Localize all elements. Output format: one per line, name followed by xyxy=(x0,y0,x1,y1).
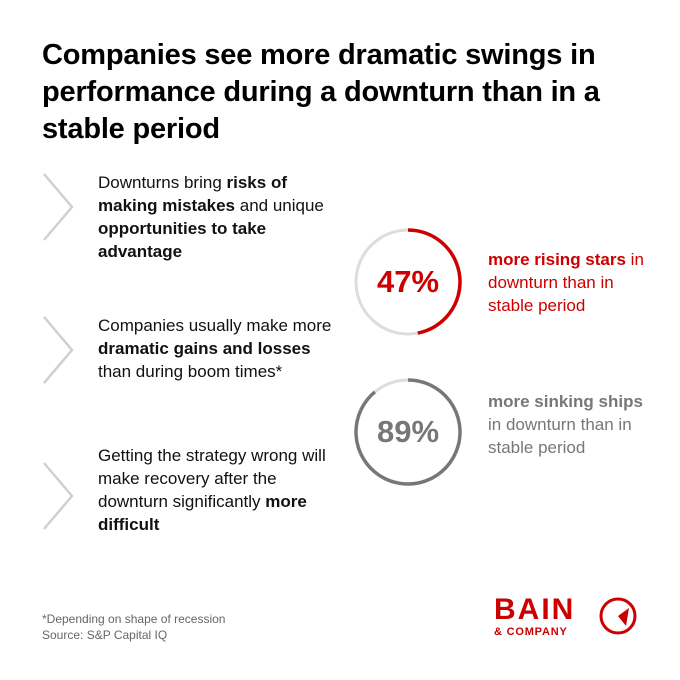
logo-compass-icon xyxy=(599,597,637,635)
sinking-ships-percent: 89% xyxy=(376,414,440,449)
sinking-ships-label: more sinking ships in downturn than in s… xyxy=(488,392,643,457)
rising-stars-ring: 47% xyxy=(352,226,464,338)
ring-graphic xyxy=(354,228,462,336)
rising-stars-percent: 47% xyxy=(376,264,440,299)
bullet-text: Downturns bring risks of making mistakes… xyxy=(98,173,324,261)
logo-wordmark: BAIN xyxy=(494,593,576,626)
ring-graphic xyxy=(354,378,462,486)
footnote: *Depending on shape of recession Source:… xyxy=(42,611,225,643)
logo-subtitle: & COMPANY xyxy=(494,626,568,638)
page-title: Companies see more dramatic swings in pe… xyxy=(42,39,600,145)
bullet-text: Getting the strategy wrong will make rec… xyxy=(98,446,326,534)
ring-progress-arc xyxy=(407,228,462,335)
ring-progress-arc xyxy=(354,378,462,486)
bullet-text: Companies usually make more dramatic gai… xyxy=(98,316,332,381)
sinking-ships-ring: 89% xyxy=(352,376,464,488)
footnote-line: *Depending on shape of recession xyxy=(42,612,226,626)
chevron-right-icon xyxy=(43,173,74,241)
source-line: Source: S&P Capital IQ xyxy=(42,628,168,642)
chevron-right-icon xyxy=(43,462,74,530)
rising-stars-label: more rising stars in downturn than in st… xyxy=(488,250,644,315)
chevron-right-icon xyxy=(43,316,74,384)
bain-logo: BAIN & COMPANY xyxy=(494,594,644,644)
